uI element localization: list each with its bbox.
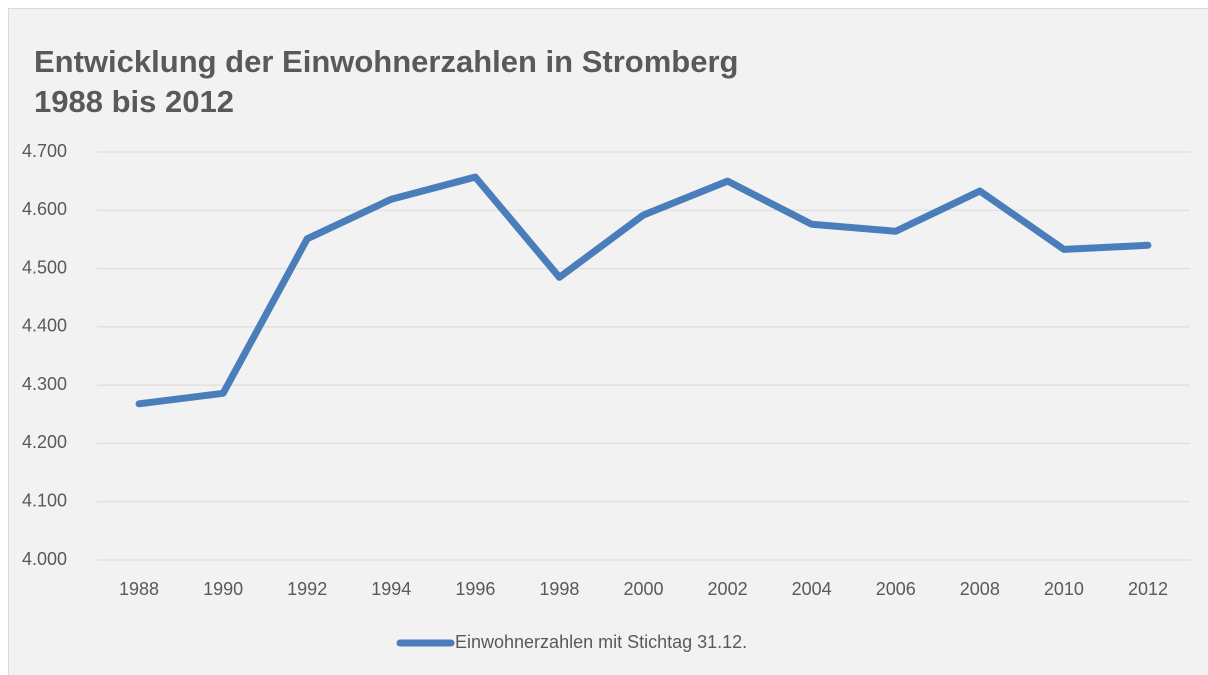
x-tick-label: 2008 — [960, 579, 1000, 599]
legend-label: Einwohnerzahlen mit Stichtag 31.12. — [455, 632, 747, 652]
chart-title: Entwicklung der Einwohnerzahlen in Strom… — [34, 44, 738, 79]
x-tick-label: 2004 — [792, 579, 832, 599]
y-tick-label: 4.700 — [22, 141, 67, 161]
y-tick-label: 4.500 — [22, 257, 67, 277]
y-tick-label: 4.600 — [22, 199, 67, 219]
x-tick-label: 2010 — [1044, 579, 1084, 599]
y-tick-label: 4.000 — [22, 549, 67, 569]
y-tick-label: 4.200 — [22, 432, 67, 452]
x-tick-label: 1998 — [539, 579, 579, 599]
chart-subtitle: 1988 bis 2012 — [34, 84, 234, 119]
x-tick-label: 1994 — [371, 579, 411, 599]
x-tick-label: 2002 — [708, 579, 748, 599]
x-tick-label: 2006 — [876, 579, 916, 599]
x-tick-label: 1990 — [203, 579, 243, 599]
y-tick-label: 4.300 — [22, 374, 67, 394]
x-tick-label: 1996 — [455, 579, 495, 599]
x-tick-label: 2012 — [1128, 579, 1168, 599]
x-tick-label: 1992 — [287, 579, 327, 599]
y-tick-label: 4.100 — [22, 490, 67, 510]
x-tick-label: 1988 — [119, 579, 159, 599]
y-tick-label: 4.400 — [22, 316, 67, 336]
chart-background — [8, 8, 1208, 675]
line-series — [135, 173, 1152, 408]
x-tick-label: 2000 — [623, 579, 663, 599]
